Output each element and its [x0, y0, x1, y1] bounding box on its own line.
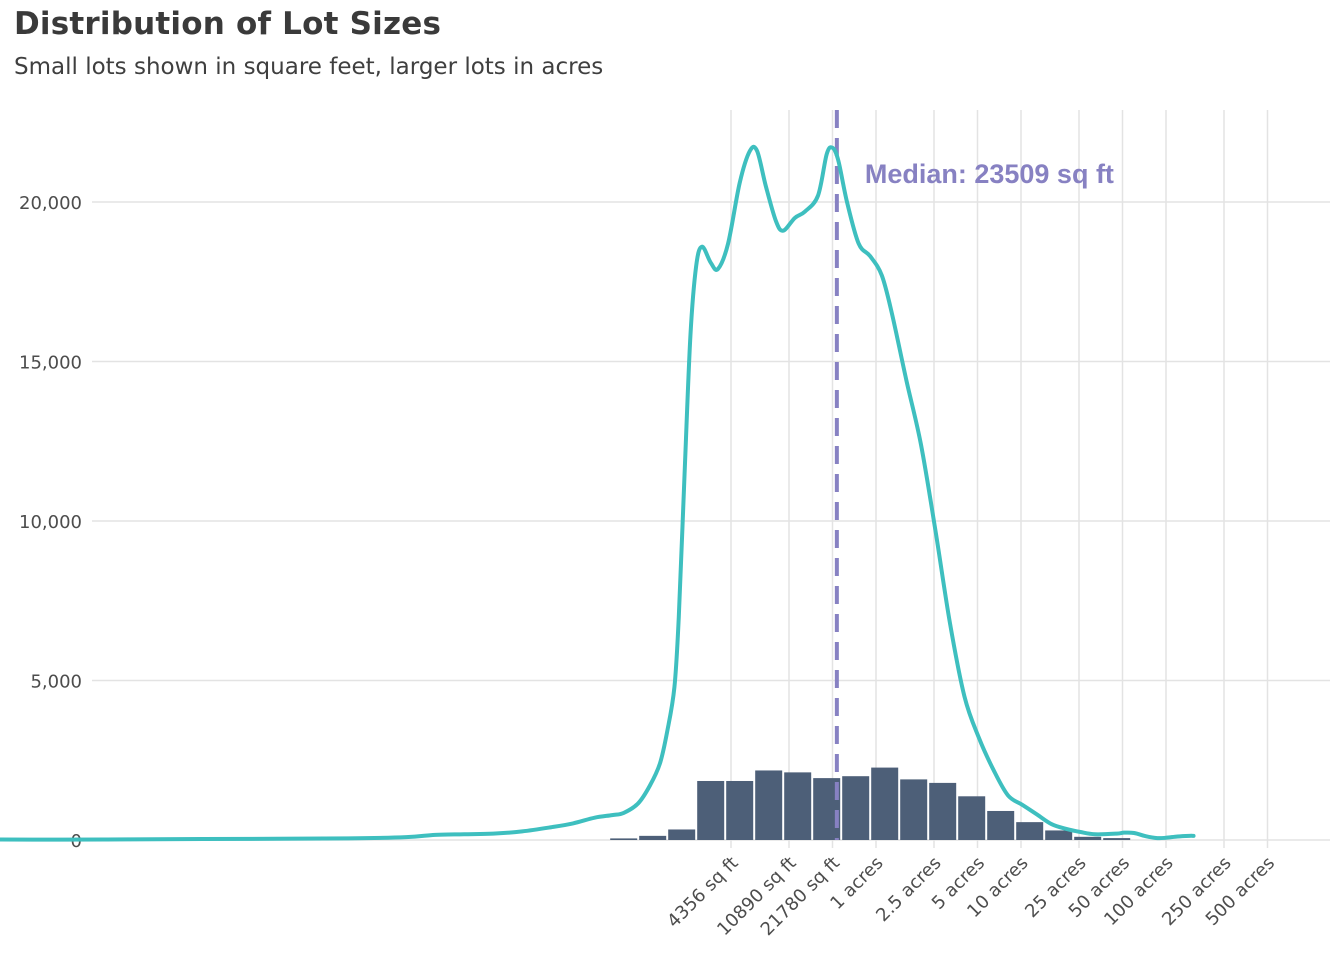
histogram-bar	[1103, 838, 1131, 840]
y-tick-label: 20,000	[19, 193, 82, 214]
histogram-bar	[639, 835, 667, 840]
density-curve	[0, 144, 1196, 842]
histogram-bar	[987, 810, 1015, 840]
grid-lines	[92, 110, 1330, 848]
y-tick-label: 5,000	[30, 672, 82, 693]
histogram-bar	[697, 780, 725, 840]
histogram-bar	[726, 780, 754, 840]
chart-title: Distribution of Lot Sizes	[14, 6, 442, 42]
histogram-bars	[610, 767, 1131, 840]
histogram-bar	[1074, 836, 1102, 840]
histogram-bar	[900, 779, 928, 840]
histogram-bar	[1045, 830, 1073, 840]
y-tick-label: 10,000	[19, 512, 82, 533]
median-marker: Median: 23509 sq ft	[834, 110, 1114, 840]
histogram-bar	[668, 829, 696, 840]
histogram-bar	[1016, 822, 1044, 840]
histogram-bar	[958, 796, 986, 840]
histogram-bar	[842, 776, 870, 840]
density-line	[0, 144, 1196, 842]
histogram-bar	[784, 772, 812, 840]
chart-subtitle: Small lots shown in square feet, larger …	[14, 54, 604, 80]
median-label: Median: 23509 sq ft	[865, 159, 1114, 189]
histogram-bar	[755, 770, 783, 840]
histogram-bar	[610, 838, 638, 840]
y-tick-label: 15,000	[19, 353, 82, 374]
histogram-bar	[871, 767, 899, 840]
histogram-bar	[929, 782, 957, 840]
